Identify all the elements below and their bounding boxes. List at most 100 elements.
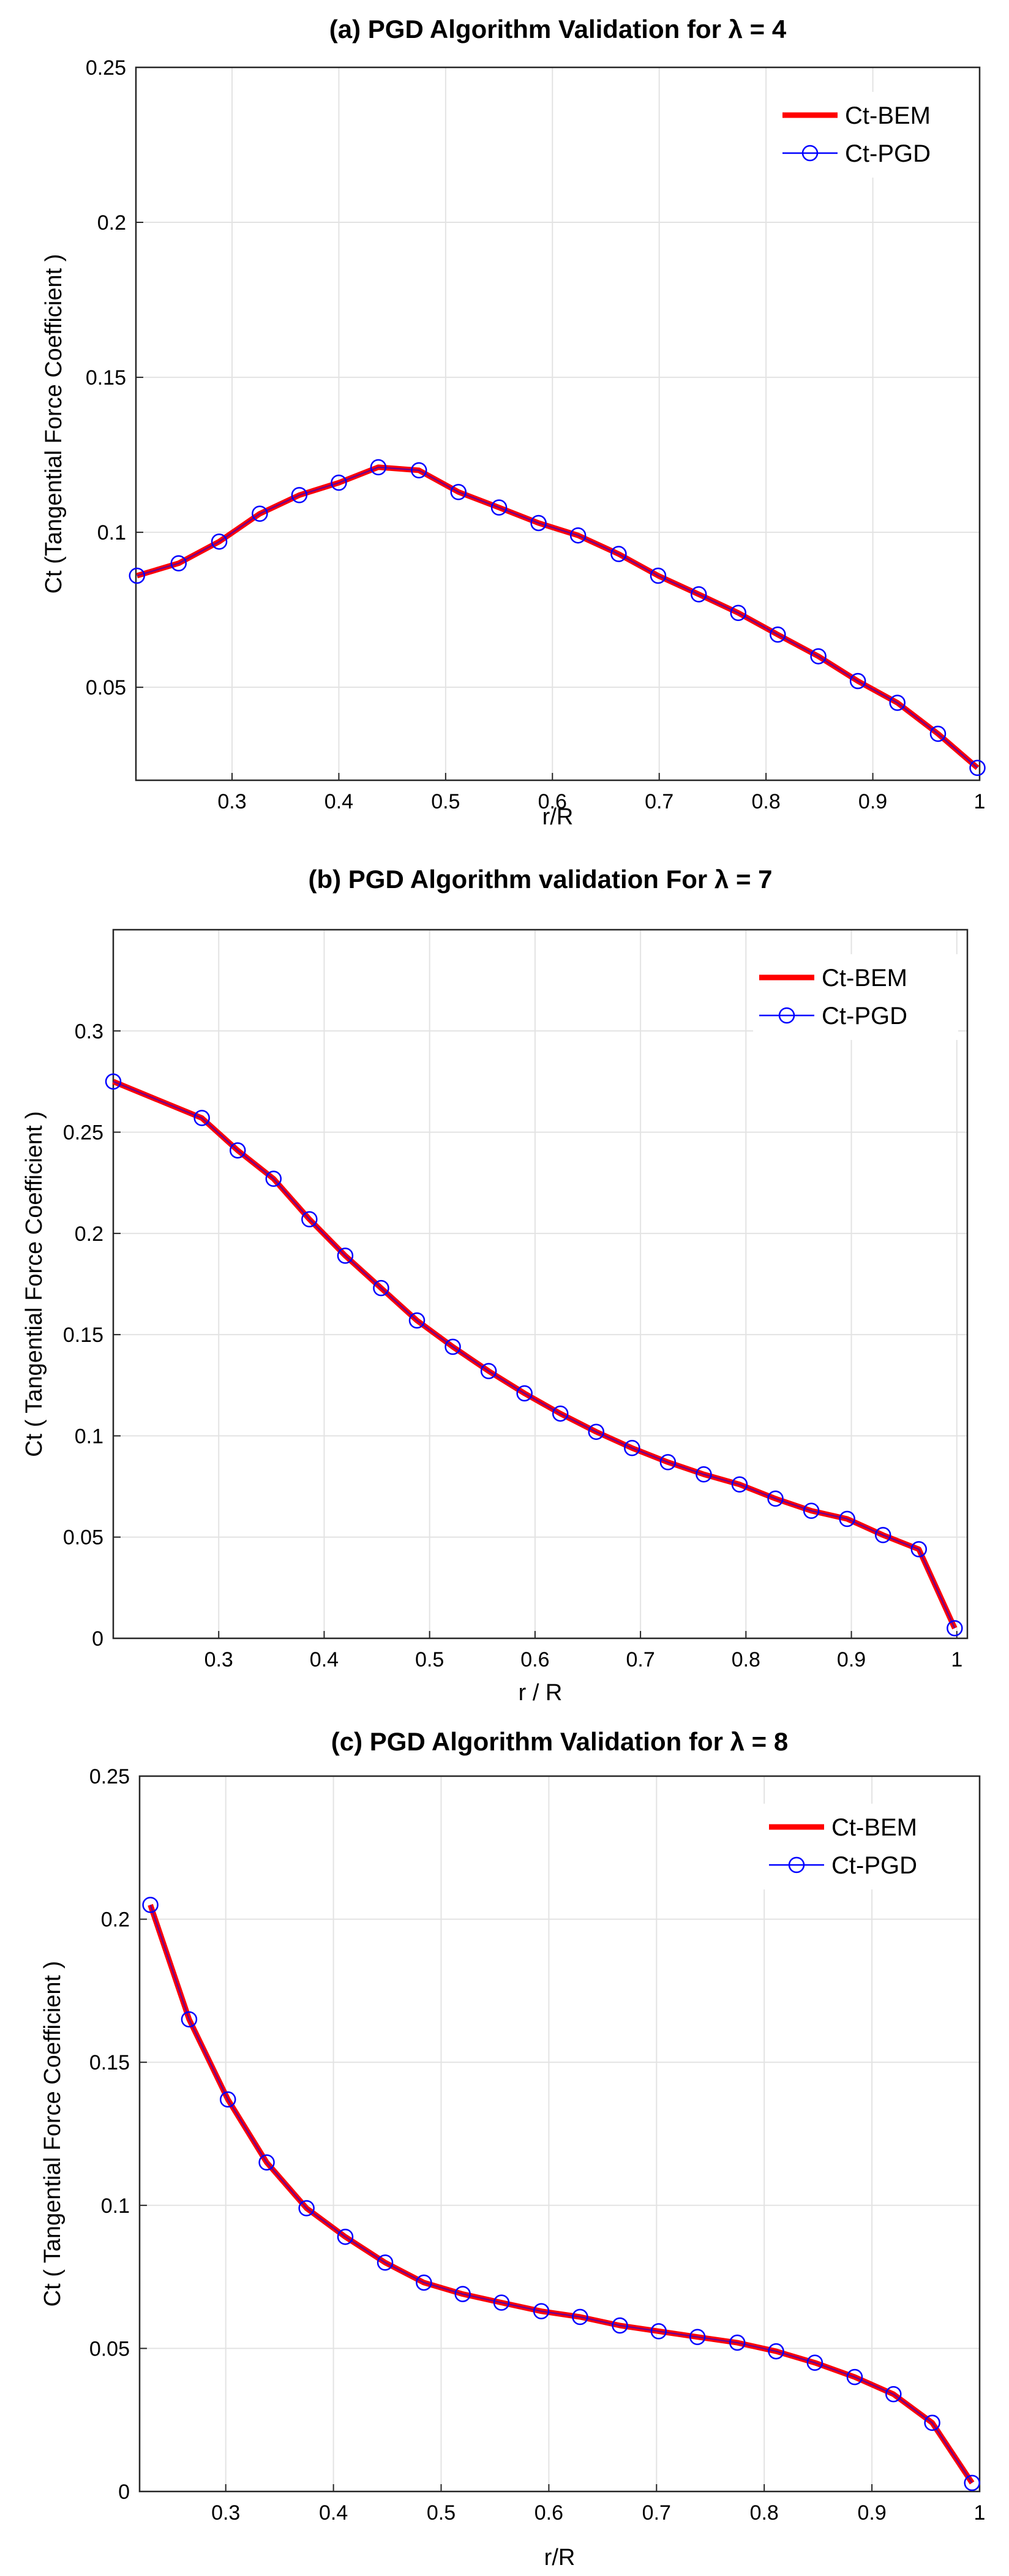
- series-line-ct-pgd: [113, 1080, 956, 1629]
- chart-title: (b) PGD Algorithm validation For λ = 7: [308, 865, 772, 894]
- data-point-marker: [889, 695, 906, 711]
- x-tick-label: 0.3: [217, 790, 246, 813]
- data-point-marker: [516, 1385, 533, 1402]
- legend-box: [763, 1804, 968, 1889]
- x-tick-label: 0.6: [535, 2501, 563, 2525]
- legend-label-ct-pgd: Ct-PGD: [845, 140, 931, 167]
- data-point-marker: [530, 514, 547, 532]
- x-tick-label: 1: [951, 1648, 962, 1671]
- data-point-marker: [696, 1466, 712, 1483]
- data-point-marker: [416, 2274, 432, 2291]
- data-point-marker: [731, 1476, 748, 1493]
- y-tick-label: 0.25: [86, 56, 126, 80]
- data-point-marker: [612, 2317, 628, 2334]
- data-point-marker: [298, 2200, 315, 2216]
- data-point-marker: [258, 2154, 275, 2171]
- data-point-marker: [291, 487, 308, 503]
- y-tick-label: 0.1: [101, 2194, 130, 2218]
- data-point-marker: [690, 586, 707, 603]
- chart-title: (a) PGD Algorithm Validation for λ = 4: [329, 15, 787, 43]
- data-point-marker: [337, 2228, 354, 2245]
- y-tick-label: 0: [118, 2480, 130, 2504]
- x-axis-label: r / R: [519, 1680, 563, 1706]
- data-point-marker: [552, 1405, 569, 1422]
- data-point-marker: [265, 1170, 282, 1187]
- x-tick-label: 0.3: [204, 1648, 233, 1671]
- y-axis-label: Ct (Tangential Force Coefficient ): [41, 254, 67, 594]
- data-point-marker: [181, 2011, 198, 2028]
- data-point-marker: [803, 1502, 820, 1519]
- y-tick-label: 0.1: [97, 521, 126, 544]
- data-point-marker: [454, 2286, 471, 2302]
- data-point-marker: [170, 555, 187, 571]
- x-tick-label: 0.5: [415, 1648, 444, 1671]
- x-tick-label: 0.7: [626, 1648, 655, 1671]
- y-tick-label: 0.15: [63, 1324, 103, 1347]
- data-point-marker: [768, 2343, 784, 2360]
- y-tick-label: 0.15: [89, 2051, 130, 2074]
- data-point-marker: [650, 567, 667, 584]
- data-point-marker: [846, 2368, 863, 2386]
- x-axis-label: r/R: [542, 804, 574, 830]
- data-point-marker: [211, 533, 228, 550]
- data-point-marker: [947, 1620, 963, 1636]
- y-axis-label: Ct ( Tangential Force Coefficient ): [21, 1111, 47, 1457]
- x-tick-label: 0.9: [837, 1648, 866, 1671]
- legend-label-ct-pgd: Ct-PGD: [822, 1003, 907, 1030]
- legend-label-ct-bem: Ct-BEM: [822, 965, 907, 992]
- x-axis-label: r/R: [544, 2545, 576, 2570]
- data-point-marker: [767, 1490, 784, 1507]
- x-tick-label: 0.6: [538, 790, 567, 813]
- x-tick-label: 0.5: [431, 790, 460, 813]
- data-point-marker: [129, 567, 145, 584]
- data-point-marker: [219, 2091, 236, 2108]
- y-tick-label: 0.05: [86, 676, 126, 699]
- y-tick-label: 0.2: [97, 211, 126, 235]
- data-point-marker: [964, 2474, 980, 2491]
- data-point-marker: [610, 546, 627, 562]
- x-tick-label: 0.4: [324, 790, 353, 813]
- x-tick-label: 1: [974, 2501, 986, 2525]
- data-point-marker: [874, 1527, 891, 1543]
- data-point-marker: [839, 1510, 855, 1527]
- y-tick-label: 0.3: [75, 1020, 103, 1043]
- data-point-marker: [193, 1110, 210, 1126]
- x-tick-label: 0.7: [645, 790, 673, 813]
- x-tick-label: 0.7: [642, 2501, 671, 2525]
- legend-label-ct-pgd: Ct-PGD: [831, 1852, 917, 1879]
- data-point-marker: [910, 1541, 928, 1557]
- plot-area: [113, 930, 967, 1638]
- legend-label-ct-bem: Ct-BEM: [845, 102, 931, 129]
- legend-marker-ct-pgd: [801, 145, 819, 162]
- y-tick-label: 0.25: [89, 1765, 130, 1788]
- data-point-marker: [885, 2386, 902, 2403]
- data-point-marker: [659, 1454, 677, 1471]
- axes-box: [135, 66, 981, 781]
- y-tick-label: 0.1: [75, 1425, 103, 1448]
- data-point-marker: [337, 1247, 354, 1264]
- x-tick-label: 0.5: [427, 2501, 456, 2525]
- data-point-marker: [142, 1896, 159, 1913]
- y-tick-label: 0.2: [75, 1222, 103, 1246]
- chart-panel-a: (a) PGD Algorithm Validation for λ = 4 0.…: [0, 0, 1009, 833]
- chart-c-svg: (c) PGD Algorithm Validation for λ = 8 0.…: [40, 1727, 986, 2570]
- data-point-marker: [849, 672, 866, 690]
- data-point-marker: [493, 2294, 510, 2311]
- y-tick-label: 0.15: [86, 366, 126, 390]
- data-point-marker: [373, 1279, 389, 1297]
- data-point-marker: [408, 1312, 426, 1329]
- x-tick-label: 0.8: [752, 790, 781, 813]
- data-point-marker: [806, 2354, 823, 2371]
- y-tick-label: 0.05: [89, 2337, 130, 2360]
- data-point-marker: [929, 725, 947, 742]
- data-point-marker: [301, 1211, 318, 1227]
- legend-box: [776, 92, 972, 178]
- chart-panel-b: (b) PGD Algorithm validation For λ = 7 0.…: [0, 833, 1009, 1715]
- data-point-marker: [410, 462, 427, 479]
- x-tick-label: 0.8: [732, 1648, 760, 1671]
- legend-label-ct-bem: Ct-BEM: [831, 1814, 917, 1841]
- series-line-ct-pgd: [137, 466, 978, 769]
- y-tick-label: 0: [92, 1627, 103, 1651]
- data-point-marker: [533, 2303, 550, 2319]
- data-point-marker: [689, 2329, 706, 2345]
